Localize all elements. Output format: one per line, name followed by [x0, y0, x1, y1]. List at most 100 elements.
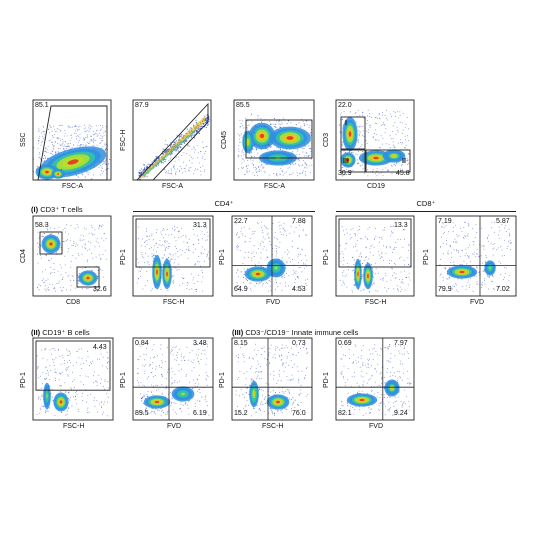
event-dot — [463, 238, 465, 240]
event-dot — [143, 365, 145, 367]
event-dot — [58, 349, 59, 351]
event-dot — [237, 378, 239, 380]
event-dot — [153, 254, 155, 256]
event-dot — [170, 405, 172, 407]
event-dot — [291, 410, 293, 412]
event-dot — [243, 226, 245, 228]
event-dot — [242, 158, 244, 160]
event-dot — [37, 246, 39, 248]
event-dot — [96, 144, 98, 146]
event-dot — [82, 144, 84, 146]
event-dot — [174, 236, 176, 238]
event-dot — [303, 223, 305, 225]
event-dot — [285, 171, 287, 173]
event-dot — [62, 286, 64, 288]
event-dot — [180, 134, 182, 136]
event-dot — [239, 347, 241, 349]
population-b — [360, 262, 374, 293]
event-dot — [39, 158, 41, 160]
event-dot — [299, 389, 301, 391]
event-dot — [252, 231, 254, 233]
event-dot — [256, 378, 258, 380]
secondary-population — [266, 250, 287, 278]
event-dot — [200, 174, 202, 176]
plot-frame — [335, 215, 415, 297]
event-dot — [256, 354, 258, 356]
event-dot — [195, 290, 197, 292]
event-dot — [164, 241, 166, 242]
event-dot — [168, 170, 170, 172]
event-dot — [277, 239, 279, 241]
event-dot — [167, 371, 168, 373]
event-dot — [148, 365, 150, 367]
event-dot — [260, 366, 262, 368]
event-dot — [70, 261, 72, 263]
event-dot — [96, 135, 98, 137]
event-dot — [488, 276, 490, 278]
event-dot — [165, 377, 167, 379]
event-dot — [341, 175, 343, 177]
event-dot — [73, 279, 75, 281]
event-dot — [208, 414, 210, 416]
event-dot — [241, 151, 243, 153]
event-dot — [400, 239, 402, 240]
event-dot — [346, 286, 348, 288]
event-dot — [281, 344, 283, 346]
event-dot — [152, 367, 153, 369]
event-dot — [83, 235, 85, 237]
event-dot — [51, 359, 53, 361]
event-dot — [463, 226, 465, 228]
event-dot — [67, 398, 70, 400]
event-dot — [496, 249, 497, 251]
event-dot — [101, 138, 103, 140]
event-dot — [142, 364, 144, 366]
event-dot — [498, 237, 500, 239]
event-dot — [189, 145, 191, 147]
event-dot — [268, 352, 270, 354]
event-dot — [283, 222, 285, 224]
event-dot — [89, 141, 91, 143]
event-dot — [74, 245, 76, 247]
event-dot — [365, 236, 367, 238]
event-dot — [298, 158, 300, 160]
event-dot — [51, 144, 53, 146]
event-dot — [198, 242, 200, 244]
event-dot — [83, 384, 84, 385]
event-dot — [204, 399, 206, 401]
event-dot — [292, 222, 294, 224]
event-dot — [170, 145, 172, 147]
event-dot — [199, 392, 201, 394]
event-dot — [62, 141, 64, 143]
event-dot — [377, 272, 379, 274]
event-dot — [65, 391, 67, 393]
event-dot — [171, 144, 173, 146]
event-dot — [391, 230, 392, 232]
event-dot — [171, 382, 173, 384]
event-dot — [98, 374, 100, 376]
event-dot — [254, 132, 256, 134]
event-dot — [62, 241, 64, 243]
event-dot — [454, 224, 456, 226]
event-dot — [238, 377, 240, 378]
event-dot — [97, 275, 99, 277]
event-dot — [455, 283, 457, 285]
event-dot — [293, 401, 295, 403]
event-dot — [239, 141, 241, 143]
event-dot — [403, 160, 405, 162]
event-dot — [303, 147, 305, 149]
event-dot — [101, 237, 103, 239]
event-dot — [68, 233, 69, 235]
event-dot — [66, 143, 68, 145]
event-dot — [304, 155, 305, 157]
event-dot — [468, 279, 470, 281]
event-dot — [79, 125, 81, 127]
event-dot — [274, 232, 276, 234]
event-dot — [165, 151, 167, 153]
event-dot — [39, 412, 41, 414]
event-dot — [278, 246, 280, 248]
event-dot — [385, 117, 387, 119]
event-dot — [196, 289, 197, 291]
event-dot — [277, 286, 279, 288]
event-dot — [264, 397, 266, 399]
event-dot — [375, 170, 377, 172]
